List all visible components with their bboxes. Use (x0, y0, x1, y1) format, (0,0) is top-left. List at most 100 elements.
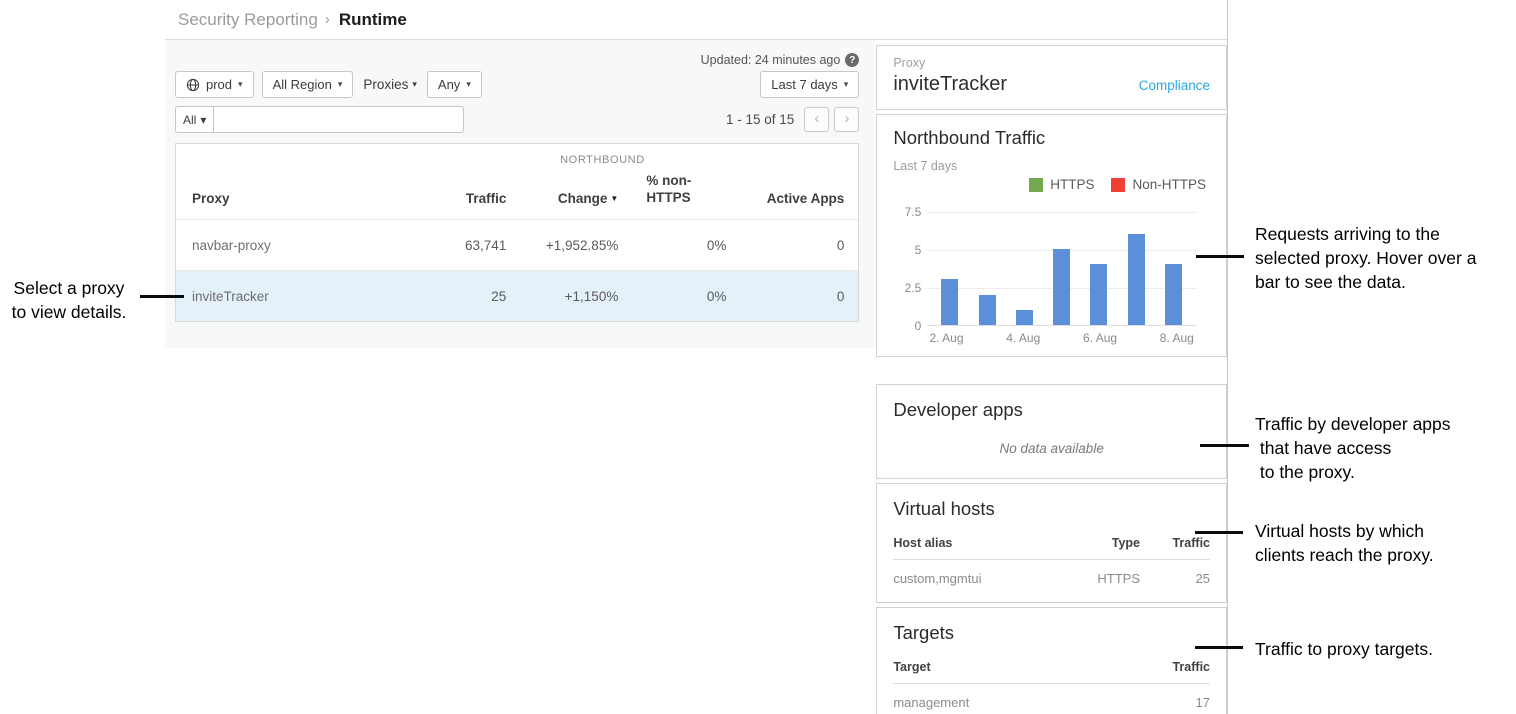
proxy-name-cell: navbar-proxy (192, 237, 271, 253)
y-axis: 7.5 5 2.5 0 (893, 205, 927, 333)
main-column: Updated: 24 minutes ago ? prod ▾ All Reg… (165, 40, 875, 714)
traffic-bar[interactable] (1090, 264, 1108, 325)
filter-panel: Updated: 24 minutes ago ? prod ▾ All Reg… (165, 40, 875, 348)
updated-row: Updated: 24 minutes ago ? (175, 40, 860, 68)
table-row-selected[interactable]: inviteTracker 25 +1,150% 0% 0 (176, 270, 859, 321)
col-target: Target (893, 660, 931, 674)
filters-row: prod ▾ All Region ▾ Proxies ▾ Any ▾ (175, 71, 860, 98)
selected-proxy-name: inviteTracker (893, 73, 1008, 95)
annotation-select-proxy: Select a proxy to view details. (11, 278, 127, 322)
traffic-bar[interactable] (1164, 264, 1182, 325)
bar-group (927, 212, 1196, 325)
non-https-cell: 0% (706, 237, 727, 253)
breadcrumb-parent[interactable]: Security Reporting (178, 9, 318, 29)
target-cell: management (893, 695, 970, 710)
col-traffic[interactable]: Traffic (465, 191, 507, 206)
y-tick: 5 (914, 243, 922, 257)
traffic-cell: 17 (1195, 695, 1210, 710)
x-tick: 2. Aug (929, 331, 964, 345)
traffic-cell: 25 (491, 288, 507, 304)
pagination-count: 1 - 15 of 15 (726, 112, 795, 127)
targets-title: Targets (893, 622, 954, 643)
traffic-bar[interactable] (1053, 249, 1071, 325)
proxies-label: Proxies (363, 77, 409, 92)
non-https-swatch-icon (1111, 177, 1126, 192)
col-traffic: Traffic (1172, 536, 1210, 550)
non-https-cell: 0% (706, 288, 727, 304)
search-row: All ▾ 1 - 15 of 15 ‹ › (175, 106, 860, 133)
chevron-down-icon: ▾ (238, 79, 243, 89)
app-frame: Security Reporting › Runtime Updated: 24… (165, 0, 1228, 714)
environment-dropdown[interactable]: prod ▾ (175, 71, 254, 98)
target-row[interactable]: management 17 (893, 684, 1210, 714)
breadcrumb: Security Reporting › Runtime (165, 0, 1227, 40)
developer-apps-title: Developer apps (893, 399, 1023, 420)
traffic-bar[interactable] (1127, 233, 1145, 325)
callout-line-targets (1195, 646, 1243, 649)
legend-item-non-https[interactable]: Non-HTTPS (1111, 177, 1206, 192)
col-change[interactable]: Change ▼ (557, 191, 619, 206)
annotation-targets: Traffic to proxy targets. (1255, 639, 1433, 659)
active-apps-cell: 0 (836, 237, 845, 253)
chevron-down-icon: ▾ (843, 79, 849, 89)
table-group-header: NORTHBOUND (176, 144, 858, 172)
proxy-label: Proxy (893, 56, 926, 70)
legend-item-https[interactable]: HTTPS (1029, 177, 1094, 192)
annotation-developer-apps: Traffic by developer apps that have acce… (1255, 414, 1451, 482)
y-tick: 0 (914, 319, 922, 333)
col-host-alias: Host alias (893, 536, 953, 550)
developer-apps-card: Developer apps No data available (876, 384, 1227, 479)
x-tick: 6. Aug (1083, 331, 1118, 345)
virtual-hosts-card: Virtual hosts Host alias Type Traffic cu… (876, 483, 1227, 603)
traffic-cell: 25 (1195, 571, 1210, 586)
help-icon[interactable]: ? (845, 53, 860, 67)
targets-header-row: Target Traffic (893, 660, 1210, 684)
environment-label: prod (206, 77, 233, 92)
x-tick: 8. Aug (1159, 331, 1194, 345)
y-tick: 2.5 (904, 281, 922, 295)
northbound-traffic-card: Northbound Traffic Last 7 days HTTPS Non… (876, 114, 1227, 357)
next-page-button[interactable]: › (834, 107, 860, 132)
col-non-https[interactable]: % non- HTTPS (646, 173, 692, 205)
traffic-bar[interactable] (941, 279, 959, 325)
table-header-row: Proxy Traffic Change ▼ % non- HTTPS Active… (176, 172, 858, 219)
region-dropdown[interactable]: All Region ▾ (261, 71, 354, 98)
search-scope-label: All (183, 112, 197, 127)
chevron-down-icon: ▾ (337, 79, 343, 89)
globe-icon (186, 78, 200, 91)
traffic-bar[interactable] (978, 294, 996, 325)
compliance-link[interactable]: Compliance (1138, 78, 1210, 93)
any-dropdown[interactable]: Any ▾ (426, 71, 482, 98)
any-label: Any (437, 77, 461, 92)
page-title: Runtime (338, 9, 407, 29)
breadcrumb-separator-icon: › (324, 11, 330, 28)
sort-desc-icon: ▼ (610, 194, 619, 203)
type-cell: HTTPS (1097, 571, 1140, 586)
https-swatch-icon (1029, 177, 1044, 192)
annotation-requests: Requests arriving to the selected proxy.… (1255, 224, 1477, 292)
x-tick: 4. Aug (1006, 331, 1041, 345)
proxies-dropdown[interactable]: Proxies ▾ (363, 77, 417, 92)
callout-line-select-proxy (140, 295, 184, 298)
date-range-dropdown[interactable]: Last 7 days ▾ (760, 71, 860, 98)
table-row[interactable]: navbar-proxy 63,741 +1,952.85% 0% 0 (176, 219, 859, 270)
col-active-apps[interactable]: Active Apps (766, 191, 845, 206)
plot-area (927, 212, 1196, 326)
active-apps-cell: 0 (836, 288, 845, 304)
annotation-virtual-hosts: Virtual hosts by which clients reach the… (1255, 521, 1434, 565)
proxies-table: NORTHBOUND Proxy Traffic Change ▼ % non- H… (175, 143, 860, 322)
col-proxy[interactable]: Proxy (192, 191, 230, 206)
chevron-down-icon: ▾ (200, 112, 207, 127)
no-data-message: No data available (999, 441, 1104, 456)
chart-legend: HTTPS Non-HTTPS (893, 177, 1210, 192)
col-traffic: Traffic (1172, 660, 1210, 674)
proxy-name-cell: inviteTracker (192, 288, 269, 304)
change-cell: +1,952.85% (545, 237, 619, 253)
search-input[interactable] (214, 106, 465, 133)
search-scope-dropdown[interactable]: All ▾ (175, 106, 215, 133)
traffic-bar[interactable] (1015, 309, 1033, 325)
prev-page-button[interactable]: ‹ (804, 107, 830, 132)
chart-subtitle: Last 7 days (893, 159, 958, 173)
virtual-host-row[interactable]: custom,mgmtui HTTPS 25 (893, 560, 1210, 590)
callout-line-developer-apps (1200, 444, 1249, 447)
